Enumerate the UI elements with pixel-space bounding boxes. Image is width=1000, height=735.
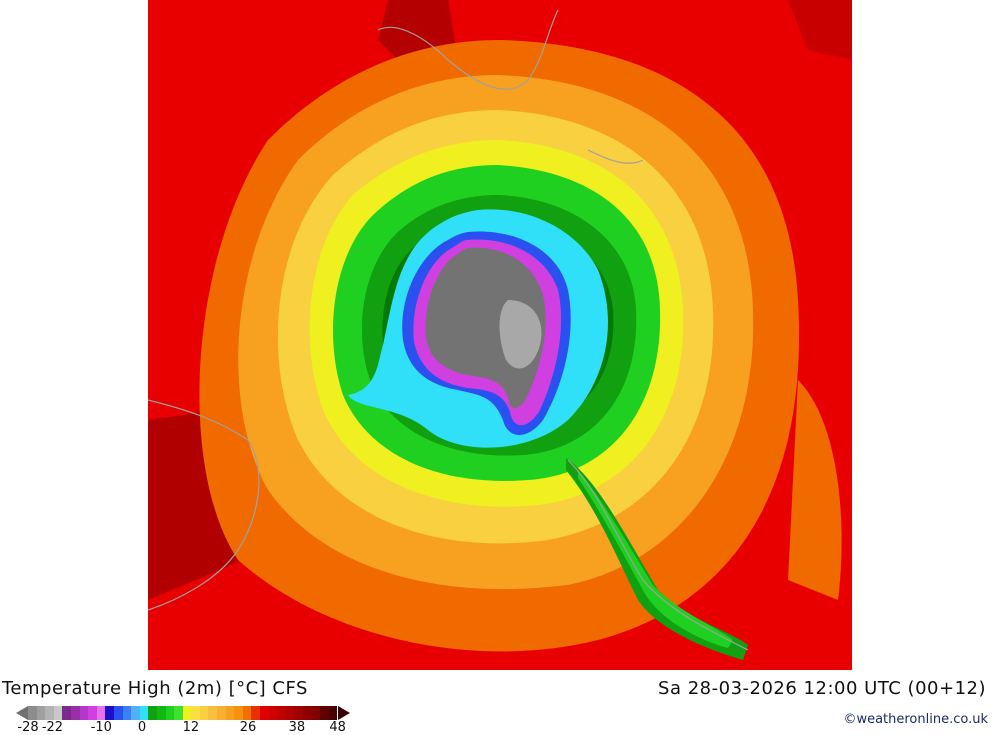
colorbar-segment [79,706,89,720]
colorbar-segment [45,706,54,720]
temperature-colorbar [16,706,350,720]
colorbar-label: -22 [41,720,64,735]
colorbar-segment [234,706,243,720]
temperature-map [148,0,852,670]
colorbar-segment [148,706,157,720]
colorbar-segment [191,706,200,720]
temperature-field [148,0,852,670]
colorbar-segment [62,706,71,720]
colorbar-segment [199,706,209,720]
credit-link[interactable]: ©weatheronline.co.uk [843,712,988,727]
colorbar-segment [156,706,166,720]
colorbar-segment [242,706,252,720]
colorbar-label: 12 [182,720,200,735]
colorbar-label: 0 [137,720,147,735]
map-title: Temperature High (2m) [°C] CFS [2,678,308,699]
colorbar-label: -10 [90,720,112,735]
colorbar-segment [251,706,261,720]
colorbar-segment [268,706,278,720]
colorbar-segment [70,706,80,720]
colorbar-segment [105,706,114,720]
colorbar-segment [320,706,329,720]
colorbar-segment [303,706,312,720]
colorbar-segment [165,706,175,720]
colorbar-label: 48 [329,720,346,735]
colorbar-segment [294,706,303,720]
colorbar-segment [217,706,226,720]
colorbar-segment [277,706,286,720]
colorbar-segment [260,706,269,720]
colorbar-segment [122,706,132,720]
colorbar-segment [174,706,183,720]
colorbar-segment [139,706,149,720]
colorbar-segment [131,706,140,720]
colorbar-segment [311,706,321,720]
colorbar-segment [285,706,295,720]
colorbar-segment [28,706,37,720]
colorbar-label: 38 [288,720,306,735]
colorbar-segments [28,706,338,720]
colorbar-segment [36,706,46,720]
colorbar-below-arrow [16,706,28,720]
map-datetime: Sa 28-03-2026 12:00 UTC (00+12) [658,678,986,699]
colorbar-segment [53,706,63,720]
colorbar-segment [88,706,97,720]
colorbar-label: -28 [17,720,39,735]
colorbar-segment [225,706,235,720]
colorbar-segment [113,706,123,720]
colorbar-above-arrow [337,706,350,720]
colorbar-segment [328,706,338,720]
colorbar-segment [96,706,106,720]
colorbar-segment [208,706,218,720]
colorbar-segment [182,706,192,720]
colorbar-label: 26 [239,720,257,735]
